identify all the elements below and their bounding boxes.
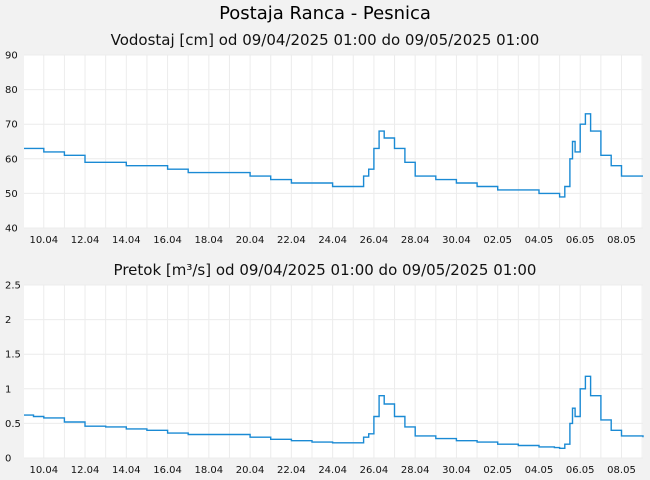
x-tick-label: 12.04 xyxy=(71,465,100,476)
x-tick-label: 30.04 xyxy=(442,465,471,476)
x-tick-label: 22.04 xyxy=(277,465,306,476)
x-tick-label: 06.05 xyxy=(566,235,595,246)
y-tick-label: 40 xyxy=(5,224,18,235)
x-tick-label: 28.04 xyxy=(401,235,430,246)
y-tick-label: 60 xyxy=(5,154,18,165)
x-tick-label: 06.05 xyxy=(566,465,595,476)
x-tick-label: 02.05 xyxy=(483,235,512,246)
x-tick-label: 16.04 xyxy=(153,465,182,476)
y-tick-label: 0 xyxy=(5,454,11,465)
y-tick-label: 70 xyxy=(5,120,18,131)
chart-1: 2.5 2 1.5 1 0.5 0 10.04 12.04 14.04 16.04 18.04 20.… xyxy=(5,281,644,476)
x-tick-label: 14.04 xyxy=(112,465,141,476)
x-tick-label: 16.04 xyxy=(153,235,182,246)
y-tick-label: 80 xyxy=(5,85,18,96)
x-tick-label: 18.04 xyxy=(195,465,224,476)
y-tick-label: 1 xyxy=(5,384,11,395)
x-tick-label: 12.04 xyxy=(71,235,100,246)
series-line xyxy=(24,113,643,198)
x-tick-label: 14.04 xyxy=(112,235,141,246)
x-tick-label: 08.05 xyxy=(607,235,636,246)
x-tick-label: 22.04 xyxy=(277,235,306,246)
x-tick-label: 20.04 xyxy=(236,465,265,476)
y-tick-label: 1.5 xyxy=(5,350,21,361)
plot-area xyxy=(24,285,643,458)
chart-0: 90 80 70 60 50 40 10.04 12.04 14.04 16.04 18.04 20.… xyxy=(5,51,643,246)
page-title: Postaja Ranca - Pesnica xyxy=(219,3,431,24)
chart-title-vodostaj: Vodostaj [cm] od 09/04/2025 01:00 do 09/… xyxy=(110,31,540,49)
y-tick-label: 2 xyxy=(5,315,11,326)
x-tick-label: 02.05 xyxy=(483,465,512,476)
x-tick-label: 24.04 xyxy=(318,235,347,246)
y-tick-label: 2.5 xyxy=(5,281,21,292)
chart-title-pretok: Pretok [m³/s] od 09/04/2025 01:00 do 09/… xyxy=(113,261,537,279)
y-tick-label: 90 xyxy=(5,51,18,62)
plot-area xyxy=(24,55,643,228)
x-tick-label: 24.04 xyxy=(318,465,347,476)
x-tick-label: 10.04 xyxy=(29,235,58,246)
x-tick-label: 26.04 xyxy=(360,465,389,476)
x-tick-label: 04.05 xyxy=(525,235,554,246)
x-tick-label: 30.04 xyxy=(442,235,471,246)
x-tick-label: 28.04 xyxy=(401,465,430,476)
x-tick-label: 10.04 xyxy=(29,465,58,476)
series-line xyxy=(24,375,644,449)
x-tick-label: 18.04 xyxy=(195,235,224,246)
x-tick-label: 26.04 xyxy=(360,235,389,246)
x-tick-label: 08.05 xyxy=(607,465,636,476)
y-tick-label: 50 xyxy=(5,189,18,200)
x-tick-label: 04.05 xyxy=(525,465,554,476)
x-tick-label: 20.04 xyxy=(236,235,265,246)
y-tick-label: 0.5 xyxy=(5,419,21,430)
